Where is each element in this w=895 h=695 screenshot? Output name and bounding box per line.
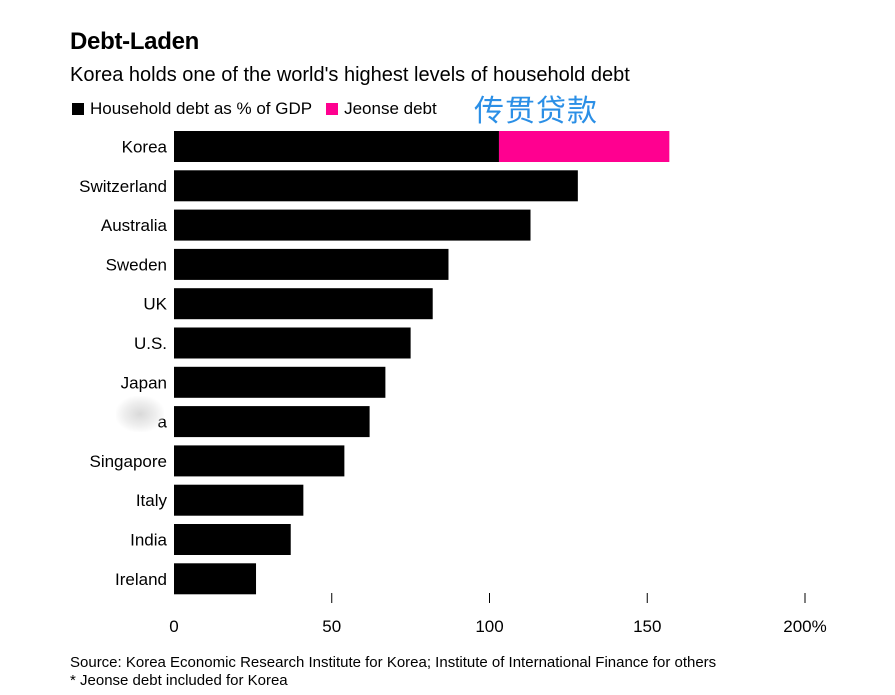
legend-label-jeonse: Jeonse debt <box>344 99 437 118</box>
bar-household-7 <box>174 406 370 438</box>
bar-household-10 <box>174 524 291 555</box>
watermark-text: 传贯贷款 <box>474 94 598 129</box>
category-label-4: UK <box>143 295 167 314</box>
bar-household-5 <box>174 327 411 359</box>
chart-title: Debt-Laden <box>70 28 200 55</box>
legend-swatch-household <box>72 103 84 115</box>
category-label-2: Australia <box>101 216 168 235</box>
x-tick-label-4: 200% <box>783 617 826 636</box>
source-note: Source: Korea Economic Research Institut… <box>70 654 716 690</box>
bar-household-0 <box>174 131 499 162</box>
legend-swatch-jeonse <box>326 103 339 115</box>
footnote-text: * Jeonse debt included for Korea <box>70 672 288 689</box>
bar-household-8 <box>174 445 345 477</box>
bar-household-11 <box>174 563 257 595</box>
bar-household-2 <box>174 209 531 241</box>
category-label-6: Japan <box>121 373 167 392</box>
category-label-9: Italy <box>136 491 168 510</box>
bar-household-3 <box>174 248 449 280</box>
x-tick-label-2: 100 <box>475 617 503 636</box>
legend-item-jeonse: Jeonse debt <box>326 99 437 119</box>
bar-household-9 <box>174 484 304 516</box>
category-label-0: Korea <box>122 138 168 157</box>
legend: Household debt as % of GDP Jeonse debt <box>72 98 451 120</box>
category-label-1: Switzerland <box>79 177 167 196</box>
blurred-label-mask <box>116 396 164 432</box>
category-label-8: Singapore <box>89 452 167 471</box>
legend-item-household: Household debt as % of GDP <box>72 99 312 119</box>
bar-household-1 <box>174 170 578 202</box>
bar-household-4 <box>174 288 433 320</box>
category-label-5: U.S. <box>134 334 167 353</box>
source-text: Source: Korea Economic Research Institut… <box>70 654 717 671</box>
category-label-11: Ireland <box>115 570 167 589</box>
legend-label-household: Household debt as % of GDP <box>90 99 313 118</box>
x-tick-label-0: 0 <box>169 617 178 636</box>
x-tick-label-1: 50 <box>322 617 341 636</box>
category-label-10: India <box>130 531 167 550</box>
category-label-3: Sweden <box>106 255 167 274</box>
bar-household-6 <box>174 366 386 398</box>
x-tick-label-3: 150 <box>633 617 661 636</box>
bar-jeonse-0 <box>498 131 670 162</box>
chart-subtitle: Korea holds one of the world's highest l… <box>70 64 630 86</box>
